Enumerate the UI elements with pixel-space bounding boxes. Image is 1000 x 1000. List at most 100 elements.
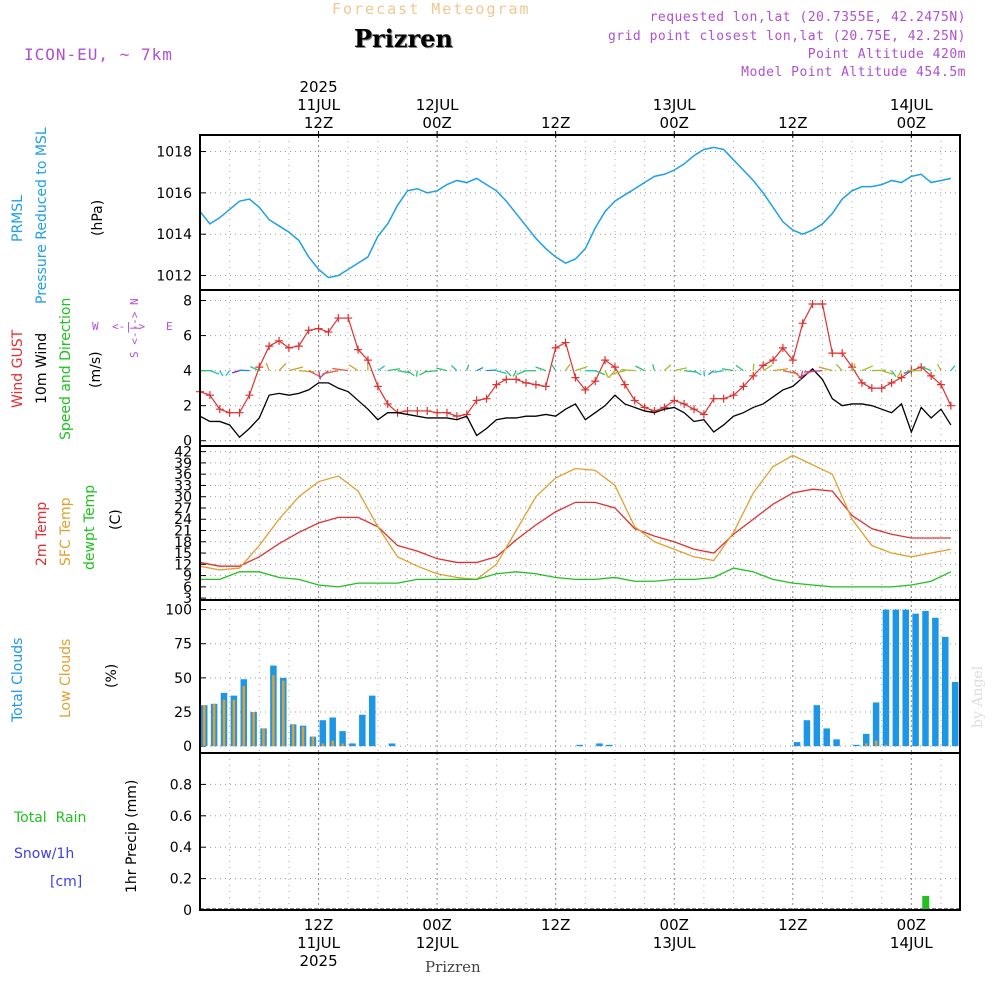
total-cloud-bar [368, 695, 376, 747]
wind-direction-arrow [881, 370, 894, 375]
top-time-label: 12Z [304, 114, 333, 132]
bottom-time-label: 12Z [778, 916, 807, 934]
total-cloud-bar [951, 681, 959, 747]
wind-direction-arrow [674, 367, 687, 372]
gust-marker [719, 394, 728, 403]
wind-direction-arrow [762, 364, 773, 372]
gust-marker [452, 412, 461, 421]
wind-direction-arrow [505, 370, 512, 377]
gust-marker [610, 363, 619, 372]
gust-marker [867, 384, 876, 393]
wind-direction-arrow [804, 369, 823, 373]
total-cloud-bar [349, 743, 356, 747]
wind-direction-arrow [450, 365, 458, 372]
wind-direction-arrow [621, 369, 635, 372]
bottom-time-label: 00Z [660, 916, 689, 934]
top-time-label: 12Z [778, 114, 807, 132]
wind-direction-arrow [604, 370, 609, 378]
wind-direction-arrow [703, 370, 706, 377]
total-cloud-bar [853, 744, 860, 747]
footer-city: Prizren [425, 958, 481, 976]
wind-direction-arrow [684, 369, 697, 373]
y-tick-label: 0 [183, 739, 192, 755]
total-cloud-bar [606, 744, 613, 747]
bottom-time-label: 12Z [304, 916, 333, 934]
gust-marker [946, 401, 955, 410]
y-tick-label: 0 [183, 903, 192, 919]
wind-direction-arrow [608, 370, 616, 379]
requested-coords: requested lon,lat (20.7355E, 42.2475N) [649, 10, 966, 25]
y-tick-label: 27 [174, 501, 192, 517]
gust-marker [798, 319, 807, 328]
gust-marker [383, 399, 392, 408]
prmsl-line [199, 146, 952, 279]
low-cloud-bar [311, 736, 315, 747]
low-cloud-bar [331, 740, 334, 747]
gust-marker [522, 378, 531, 387]
wind-direction-arrow [652, 364, 656, 371]
wind-direction-arrow [708, 370, 715, 376]
total-cloud-bar [902, 609, 909, 747]
gust-marker [660, 403, 669, 412]
gust-marker [650, 406, 659, 415]
gust-marker [828, 349, 837, 358]
wind-direction-arrow [921, 366, 932, 372]
gust-marker [927, 371, 936, 380]
gust-marker [729, 391, 738, 400]
rain-bar [922, 895, 930, 910]
gust-marker [541, 382, 550, 391]
gust-marker [502, 375, 511, 384]
gust-marker [818, 300, 827, 309]
wind-direction-arrow [835, 363, 843, 372]
y-tick-label: 0.2 [170, 872, 192, 888]
gust-marker [769, 356, 778, 365]
gust-marker [857, 378, 866, 387]
gust-marker [284, 343, 293, 352]
total-cloud-bar [823, 728, 830, 747]
gust-marker [304, 326, 313, 335]
gust-marker [275, 336, 284, 345]
wind-direction-arrow [663, 364, 672, 372]
y-tick-label: 12 [174, 557, 192, 573]
wind-direction-arrow [799, 370, 804, 381]
total-cloud-bar [319, 720, 327, 747]
gust-marker [403, 406, 412, 415]
total-rain-label: Total Rain [14, 810, 87, 826]
top-time-label: 00Z [660, 114, 689, 132]
wind-direction-arrow [950, 365, 956, 372]
low-cloud-bar [262, 728, 265, 747]
low-cloud-bar [341, 743, 344, 747]
y-tick-label: 0.4 [170, 840, 192, 856]
gust-marker [531, 380, 540, 389]
total-cloud-bar [813, 705, 821, 747]
low-cloud-bar [321, 743, 325, 747]
total-cloud-bar [922, 610, 929, 747]
wind-direction-arrow [496, 370, 507, 375]
y-tick-label: 25 [174, 705, 192, 721]
panel-frame [199, 599, 961, 754]
y-tick-label: 2 [183, 399, 192, 415]
point-altitude: Point Altitude 420m [807, 47, 966, 62]
gust-marker [699, 410, 708, 419]
top-time-label: 2025 [299, 78, 337, 96]
y-tick-label: 4 [183, 364, 192, 380]
gust-marker [215, 405, 224, 414]
gridpoint-coords: grid point closest lon,lat (20.75E, 42.2… [607, 29, 966, 44]
y-tick-label: 0.8 [170, 777, 192, 793]
low-cloud-bar [874, 740, 878, 747]
gust-marker [413, 406, 422, 415]
y-tick-label: 30 [174, 490, 192, 506]
y-tick-label: 42 [174, 445, 192, 461]
y-tick-label: 0 [183, 434, 192, 450]
gust-marker [363, 356, 372, 365]
wind-direction-arrow [713, 369, 724, 374]
y-tick-label: 75 [174, 637, 192, 653]
wind-direction-arrow [486, 369, 497, 372]
y-tick-label: 15 [174, 546, 192, 562]
gust-marker [808, 300, 817, 309]
low-cloud-bar [272, 675, 275, 747]
total-cloud-bar [833, 739, 840, 747]
wind-direction-arrow [322, 369, 339, 375]
wind-direction-arrow [861, 365, 874, 372]
gust-marker [482, 394, 491, 403]
